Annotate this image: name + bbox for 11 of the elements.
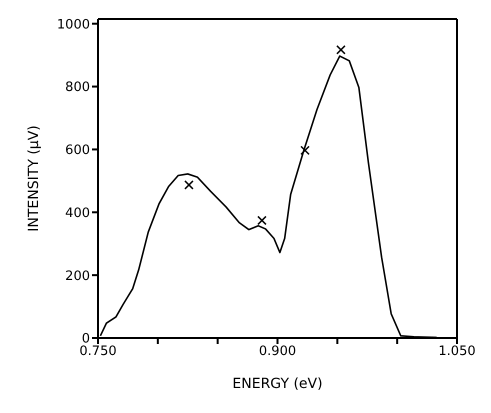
x-tick-label: 0.900: [258, 344, 296, 360]
x-axis-title: ENERGY (eV): [232, 376, 323, 392]
y-tick-label: 600: [65, 143, 90, 158]
y-tick-label: 0: [82, 332, 90, 347]
y-tick-label: 1000: [56, 17, 90, 32]
y-axis-title: INTENSITY (μV): [26, 125, 42, 232]
y-tick-label: 800: [65, 80, 90, 96]
x-tick-label: 1.050: [438, 344, 476, 360]
x-tick-label: 0.750: [79, 344, 117, 360]
y-tick-label: 200: [65, 268, 90, 284]
y-tick-label: 400: [65, 206, 90, 221]
